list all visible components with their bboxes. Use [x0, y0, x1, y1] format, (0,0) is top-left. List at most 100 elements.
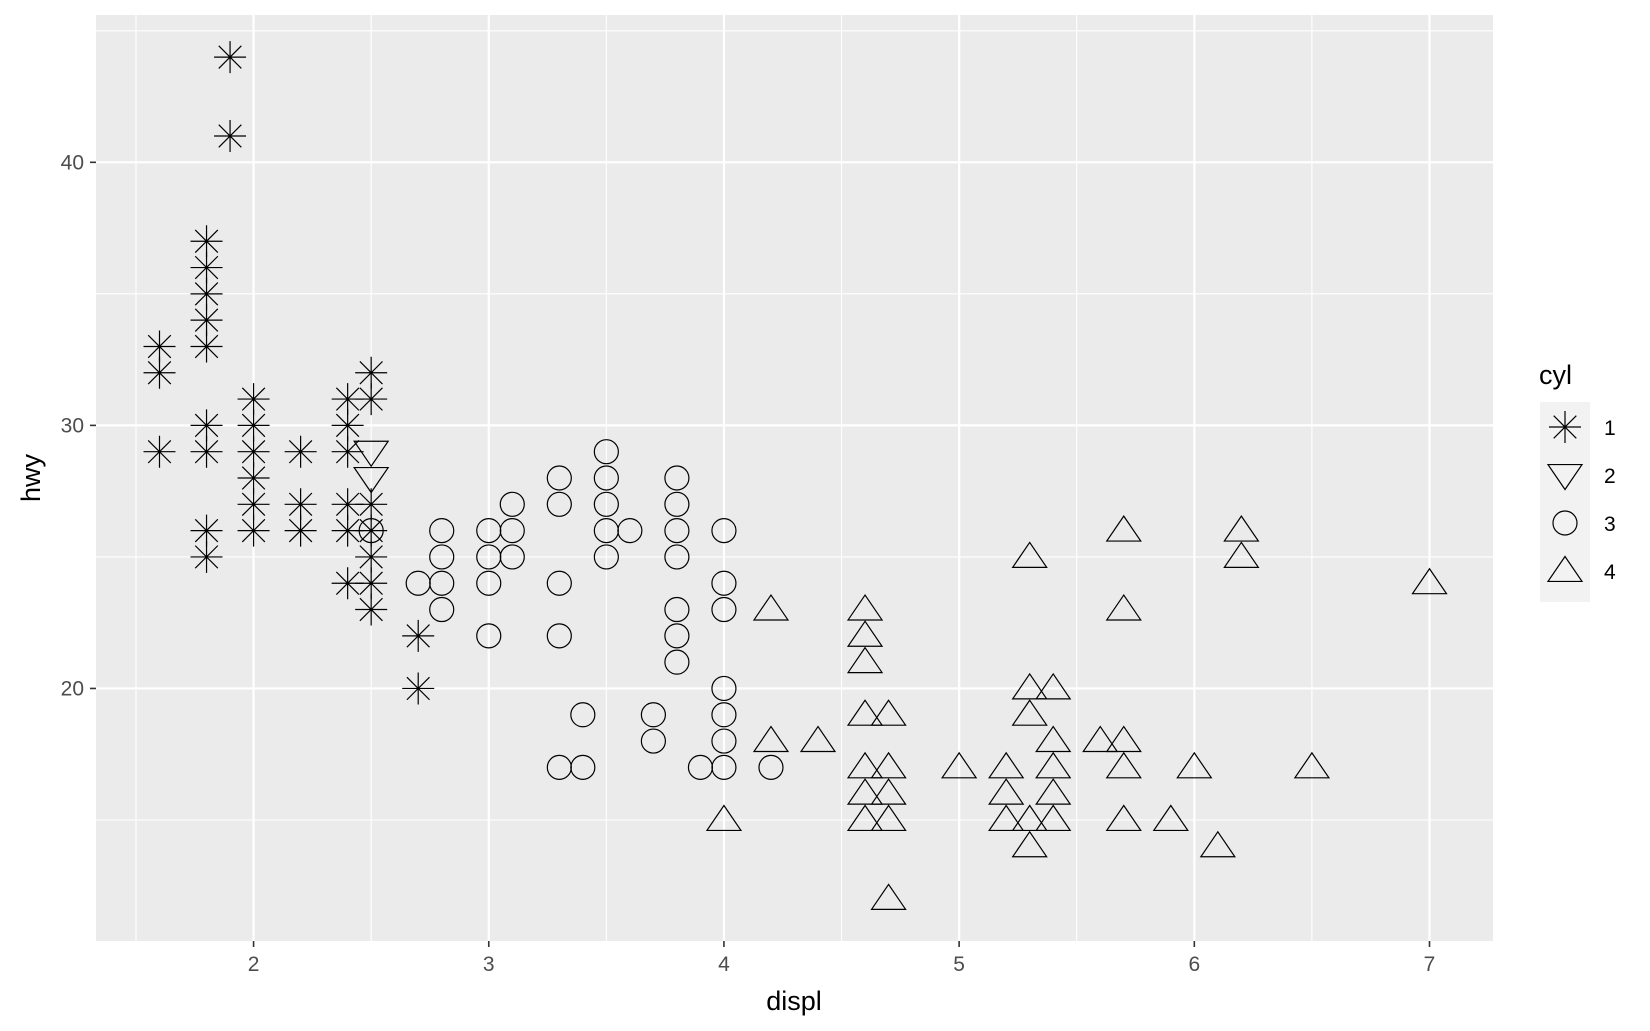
asterisk-point [355, 593, 388, 626]
triangle-up-point [1011, 830, 1048, 858]
circle-point [711, 570, 737, 596]
triangle-up-point [752, 593, 790, 621]
triangle-up-point [1035, 804, 1072, 832]
asterisk-point [143, 435, 176, 468]
triangle-up-point [1176, 751, 1213, 779]
circle-point [499, 491, 525, 517]
x-tick-label: 2 [248, 953, 260, 976]
triangle-up-point [1223, 541, 1260, 568]
triangle-up-point [1411, 567, 1448, 595]
circle-point [570, 754, 596, 780]
triangle-up-point [1223, 515, 1260, 542]
triangle-up-point [1105, 751, 1142, 779]
series-1 [143, 41, 435, 705]
triangle-up-point [1035, 751, 1072, 779]
triangle-up-point [846, 699, 884, 726]
triangle-up-point [1105, 804, 1142, 832]
asterisk-point [284, 488, 317, 521]
circle-point [499, 544, 525, 570]
triangle-up-point [846, 804, 884, 832]
asterisk-point [237, 514, 270, 547]
triangle-down-point [353, 466, 390, 494]
asterisk-point [355, 488, 388, 521]
triangle-up-point [1011, 699, 1048, 726]
asterisk-point [331, 409, 364, 442]
circle-point [593, 544, 619, 570]
x-tick-labels: 2 3 4 5 6 7 [248, 953, 1436, 976]
triangle-up-point [1011, 541, 1048, 568]
x-axis-title: displ [766, 986, 822, 1016]
asterisk-point [402, 672, 435, 705]
asterisk-point [237, 462, 270, 494]
legend-key-triangle-up [1546, 555, 1584, 583]
asterisk-point [237, 409, 270, 442]
circle-point [546, 491, 572, 517]
y-tick-label: 40 [61, 151, 84, 174]
circle-point [429, 544, 455, 570]
asterisk-point [355, 540, 388, 573]
triangle-up-point [870, 883, 907, 910]
circle-point [664, 491, 690, 517]
x-tick-label: 6 [1188, 953, 1200, 976]
y-axis-title: hwy [16, 453, 46, 502]
triangle-up-point [752, 725, 790, 753]
circle-point [546, 623, 572, 649]
asterisk-point [214, 120, 247, 153]
triangle-up-point [1035, 725, 1072, 753]
circle-point [429, 570, 455, 596]
asterisk-point [355, 356, 388, 389]
circle-point [711, 728, 737, 754]
asterisk-point [331, 567, 364, 600]
asterisk-point [402, 619, 435, 652]
triangle-up-point [846, 778, 884, 805]
asterisk-point [190, 540, 223, 573]
axis-ticks [90, 161, 1431, 947]
x-tick-label: 5 [953, 953, 965, 976]
circle-point [664, 465, 690, 491]
legend-label: 1 [1604, 417, 1616, 440]
circle-point [664, 518, 690, 544]
triangle-up-point [988, 778, 1025, 805]
legend-key-triangle-down [1546, 463, 1584, 491]
legend-label: 2 [1604, 465, 1616, 488]
triangle-up-point [1199, 830, 1236, 858]
circle-point [429, 518, 455, 544]
x-tick-label: 3 [483, 953, 495, 976]
asterisk-point [190, 409, 223, 442]
asterisk-point [284, 435, 317, 468]
asterisk-point [143, 330, 176, 363]
minor-gridlines [96, 15, 1493, 941]
y-tick-label: 20 [61, 677, 84, 700]
triangle-up-point [799, 725, 837, 753]
circle-point [711, 702, 737, 728]
triangle-up-point [846, 593, 884, 621]
triangle-up-point [846, 751, 884, 779]
legend-title: cyl [1539, 360, 1572, 390]
triangle-up-point [870, 778, 907, 805]
x-tick-label: 7 [1424, 953, 1436, 976]
triangle-up-point [940, 751, 978, 779]
asterisk-point [331, 435, 364, 468]
triangle-up-point [988, 804, 1025, 832]
triangle-up-point [870, 751, 907, 779]
triangle-up-point [1293, 751, 1331, 779]
circle-point [429, 596, 455, 623]
asterisk-point [190, 435, 223, 468]
circle-point [711, 596, 737, 623]
triangle-down-point [353, 440, 390, 468]
circle-point [476, 570, 502, 596]
triangle-up-point [1011, 804, 1048, 832]
series-4 [705, 515, 1448, 910]
plot-panel [96, 15, 1493, 941]
circle-point [640, 702, 666, 728]
asterisk-point [190, 330, 223, 363]
triangle-up-point [1105, 515, 1142, 542]
triangle-up-point [846, 620, 884, 647]
legend: cyl 1 2 3 4 [1539, 360, 1616, 602]
circle-point [593, 465, 619, 491]
legend-label: 4 [1604, 561, 1616, 584]
series-3 [358, 439, 784, 780]
major-gridlines [96, 15, 1493, 941]
circle-point [664, 544, 690, 570]
y-tick-labels: 20 30 40 [61, 151, 84, 700]
